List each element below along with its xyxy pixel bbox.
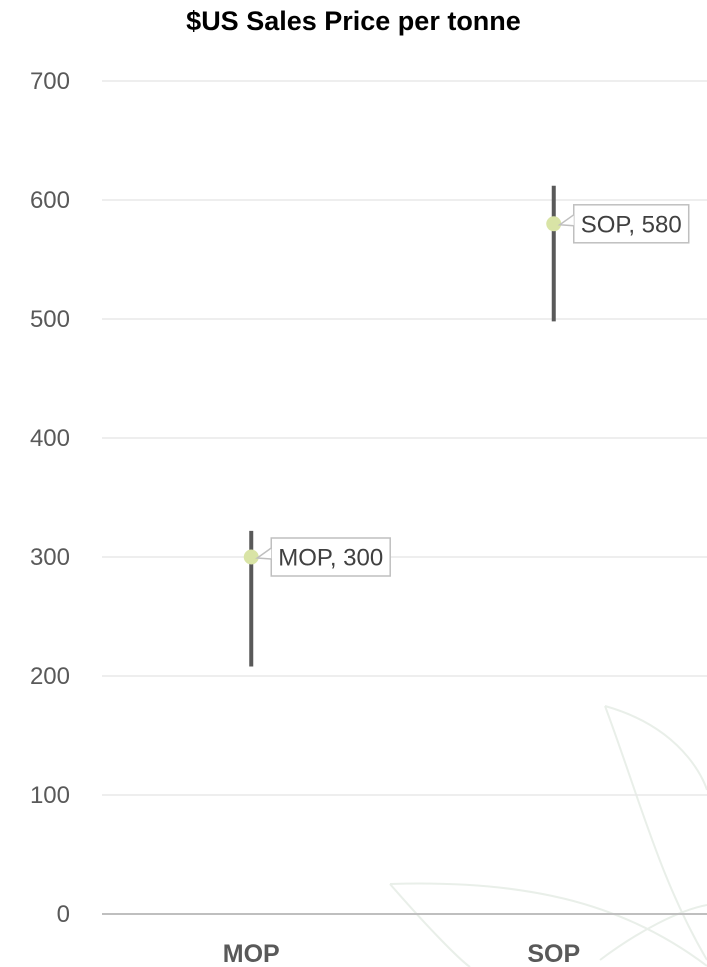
series: MOP, 300 SOP, 580 <box>243 185 690 667</box>
data-label-text: SOP, 580 <box>581 211 682 238</box>
watermark-leaf-graphic <box>389 705 707 967</box>
y-tick-label: 200 <box>30 663 70 690</box>
chart-title: $US Sales Price per tonne <box>186 6 521 36</box>
x-category-label: MOP <box>223 940 280 967</box>
x-axis-categories: MOP SOP <box>223 940 580 967</box>
data-label-text: MOP, 300 <box>278 545 383 572</box>
y-tick-label: 300 <box>30 544 70 571</box>
data-label-pointer <box>255 547 272 560</box>
data-label-pointer <box>557 214 575 227</box>
y-axis-ticks: 0 100 200 300 400 500 600 700 <box>30 68 70 928</box>
data-point <box>546 216 562 232</box>
y-tick-label: 700 <box>30 68 70 95</box>
y-tick-label: 100 <box>30 782 70 809</box>
data-label-box <box>270 537 391 577</box>
y-tick-label: 500 <box>30 306 70 333</box>
y-tick-label: 400 <box>30 425 70 452</box>
data-point <box>243 549 259 565</box>
y-tick-label: 0 <box>57 901 70 928</box>
y-tick-label: 600 <box>30 187 70 214</box>
data-label-box <box>573 204 690 244</box>
gridlines <box>102 80 707 915</box>
data-label: SOP, 580 <box>557 204 690 244</box>
x-category-label: SOP <box>527 940 580 967</box>
data-label: MOP, 300 <box>255 537 391 577</box>
